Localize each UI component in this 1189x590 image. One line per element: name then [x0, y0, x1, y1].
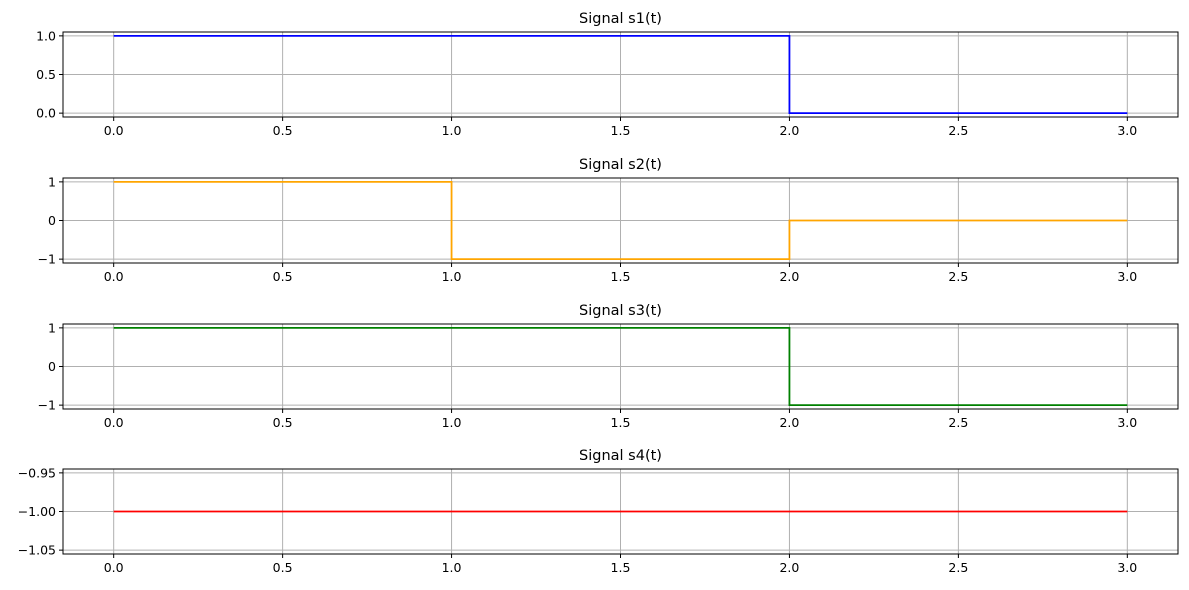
y-tick-label: −1 — [38, 252, 56, 267]
subplot-title: Signal s2(t) — [579, 157, 662, 173]
x-tick-label: 2.0 — [779, 269, 799, 284]
y-tick-label: 0 — [48, 359, 56, 374]
series-line-signal-1 — [113, 34, 1128, 115]
y-tick-label: −1.05 — [18, 543, 56, 558]
x-tick-label: 1.5 — [611, 560, 631, 575]
x-tick-label: 1.0 — [442, 269, 462, 284]
subplot-signal-4: Signal s4(t) 0.0 0.5 1.0 1.5 2.0 2.5 3.0 −1.05 −1… — [18, 448, 1179, 575]
y-tick-label: 1.0 — [36, 28, 56, 43]
subplot-signal-3: Signal s3(t) 0.0 0.5 1.0 1.5 2.0 2.5 3.0 −1 0 1 — [38, 303, 1179, 430]
y-tick-label: −1 — [38, 398, 56, 413]
x-tick-label: 1.0 — [442, 560, 462, 575]
x-tick-label: 2.5 — [948, 269, 968, 284]
y-tick-label: −1.00 — [18, 504, 56, 519]
x-tick-label: 2.0 — [779, 560, 799, 575]
x-tick-label: 2.5 — [948, 123, 968, 138]
x-tick-label: 0.0 — [104, 123, 124, 138]
y-tick-label: −0.95 — [18, 465, 56, 480]
x-tick-label: 1.0 — [442, 123, 462, 138]
series-line-signal-2 — [113, 180, 1128, 261]
x-tick-label: 2.0 — [779, 415, 799, 430]
subplot-title: Signal s1(t) — [579, 11, 662, 27]
x-tick-label: 0.0 — [104, 415, 124, 430]
x-tick-label: 3.0 — [1117, 269, 1137, 284]
x-tick-label: 0.0 — [104, 269, 124, 284]
subplot-signal-1: Signal s1(t) 0.0 0.5 1.0 1.5 2.0 2.5 3.0 0.0 0.5 1… — [36, 11, 1179, 138]
x-tick-label: 2.0 — [779, 123, 799, 138]
x-tick-label: 0.5 — [273, 269, 293, 284]
x-tick-label: 1.5 — [611, 415, 631, 430]
subplot-signal-2: Signal s2(t) 0.0 0.5 1.0 1.5 2.0 2.5 3.0 −1 0 1 — [38, 157, 1179, 284]
series-line-signal-3 — [113, 326, 1128, 407]
y-tick-label: 0.5 — [36, 67, 56, 82]
subplot-title: Signal s3(t) — [579, 303, 662, 319]
subplot-title: Signal s4(t) — [579, 448, 662, 464]
x-tick-label: 1.5 — [611, 269, 631, 284]
x-tick-label: 0.0 — [104, 560, 124, 575]
y-tick-label: 1 — [48, 320, 56, 335]
x-tick-label: 3.0 — [1117, 123, 1137, 138]
x-tick-label: 0.5 — [273, 415, 293, 430]
subplot-grid: Signal s1(t) 0.0 0.5 1.0 1.5 2.0 2.5 3.0 0.0 0.5 1… — [18, 11, 1179, 575]
x-tick-label: 2.5 — [948, 415, 968, 430]
y-tick-label: 0.0 — [36, 106, 56, 121]
x-tick-label: 1.0 — [442, 415, 462, 430]
y-tick-label: 0 — [48, 213, 56, 228]
x-tick-label: 0.5 — [273, 123, 293, 138]
x-tick-label: 3.0 — [1117, 415, 1137, 430]
x-tick-label: 3.0 — [1117, 560, 1137, 575]
x-tick-label: 0.5 — [273, 560, 293, 575]
x-tick-label: 1.5 — [611, 123, 631, 138]
x-tick-label: 2.5 — [948, 560, 968, 575]
y-tick-label: 1 — [48, 174, 56, 189]
